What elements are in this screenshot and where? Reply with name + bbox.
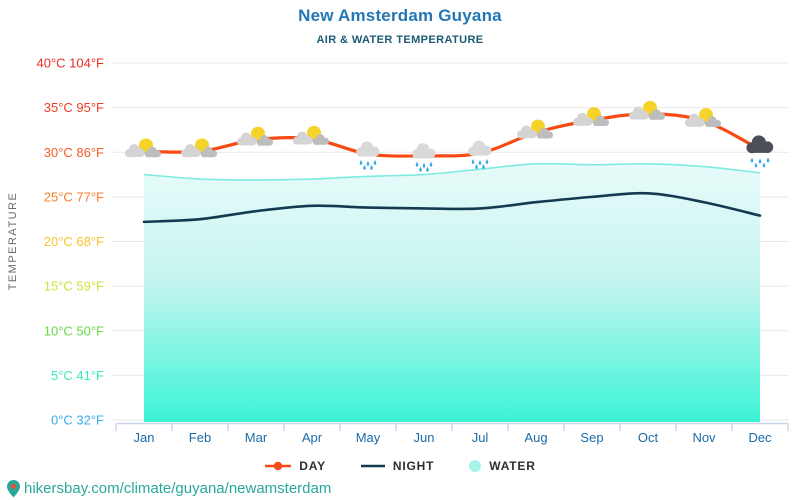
sun-cloud-icon <box>628 100 666 120</box>
sun-cloud-icon <box>124 138 162 158</box>
location-pin-icon <box>7 480 20 498</box>
month-label: Feb <box>189 430 211 445</box>
legend-item-day: DAY <box>264 459 326 473</box>
legend-item-water: WATER <box>468 459 535 473</box>
month-labels: Jan Feb Mar Apr May Jun Jul Aug Sep Oct Nov Dec <box>134 430 773 445</box>
sun-cloud-icon <box>572 107 610 127</box>
legend-label-water: WATER <box>489 459 536 473</box>
site-url[interactable]: hikersbay.com/climate/guyana/newamsterda… <box>6 479 331 498</box>
legend-item-night: NIGHT <box>360 459 434 473</box>
day-line <box>142 112 762 158</box>
y-tick-label: 35°C 95°F <box>44 100 104 115</box>
legend-label-night: NIGHT <box>392 459 435 473</box>
site-url-text: hikersbay.com/climate/guyana/newamsterda… <box>24 480 332 497</box>
night-line-marker <box>360 464 385 468</box>
y-tick-label: 30°C 86°F <box>44 145 104 160</box>
y-tick-label: 5°C 41°F <box>51 368 104 383</box>
legend-label-day: DAY <box>299 459 326 473</box>
y-tick-label: 0°C 32°F <box>51 413 104 428</box>
rain-cloud-icon <box>356 141 380 170</box>
y-axis-labels: 40°C 104°F 35°C 95°F 30°C 86°F 25°C 77°F 20°… <box>37 56 105 428</box>
water-line <box>143 162 761 181</box>
dark-rain-cloud-icon <box>746 135 774 168</box>
y-tick-label: 20°C 68°F <box>44 234 104 249</box>
month-label: Jul <box>472 430 489 445</box>
sun-cloud-icon <box>516 119 554 139</box>
month-label: Jun <box>414 430 435 445</box>
y-tick-label: 25°C 77°F <box>44 189 104 204</box>
sun-cloud-icon <box>180 138 218 158</box>
sun-cloud-icon <box>292 125 330 145</box>
month-label: May <box>356 430 381 445</box>
chart-subtitle: AIR & WATER TEMPERATURE <box>316 34 484 46</box>
y-tick-label: 10°C 50°F <box>44 323 104 338</box>
day-line-marker <box>265 461 292 471</box>
month-label: Apr <box>302 430 323 445</box>
rain-cloud-icon <box>412 143 436 172</box>
rain-cloud-icon <box>468 140 492 169</box>
month-label: Dec <box>748 430 772 445</box>
chart-canvas: 40°C 104°F 35°C 95°F 30°C 86°F 25°C 77°F 20°… <box>7 56 789 445</box>
chart-legend: DAY NIGHT WATER <box>0 459 800 473</box>
y-tick-label: 15°C 59°F <box>44 279 104 294</box>
weather-icons <box>124 100 774 172</box>
night-line <box>142 191 762 224</box>
month-label: Nov <box>692 430 716 445</box>
sun-cloud-icon <box>236 126 274 146</box>
month-label: Jan <box>134 430 155 445</box>
water-circle-marker <box>469 460 482 472</box>
temperature-chart: 40°C 104°F 35°C 95°F 30°C 86°F 25°C 77°F 20°… <box>7 56 789 445</box>
x-axis <box>115 422 789 431</box>
y-axis-title: TEMPERATURE <box>7 192 19 291</box>
y-tick-label: 40°C 104°F <box>37 56 105 71</box>
month-label: Aug <box>524 430 547 445</box>
month-label: Sep <box>580 430 603 445</box>
chart-title: New Amsterdam Guyana <box>298 6 502 25</box>
sun-cloud-icon <box>684 108 722 128</box>
month-label: Mar <box>245 430 268 445</box>
water-area <box>144 163 760 423</box>
month-label: Oct <box>638 430 659 445</box>
